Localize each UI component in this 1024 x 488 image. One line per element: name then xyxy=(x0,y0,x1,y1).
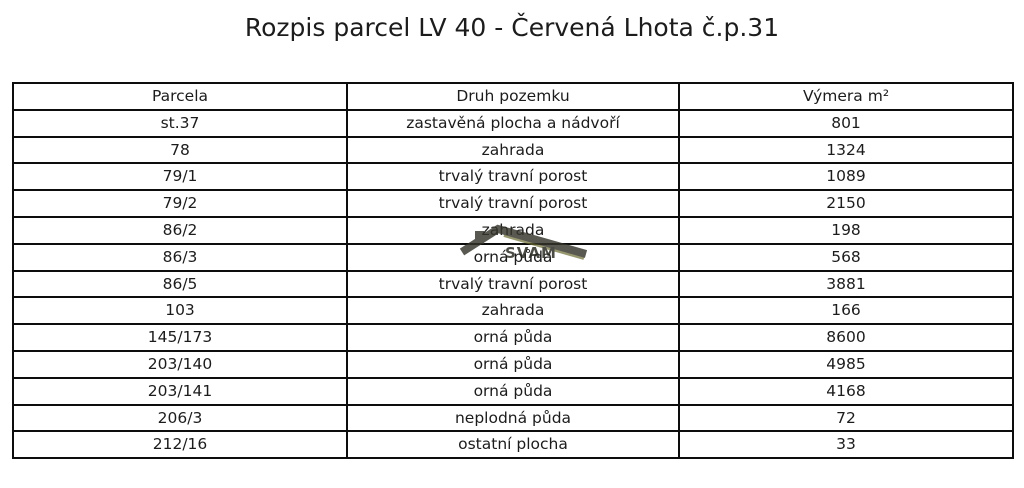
parcela-cell: 86/2 xyxy=(12,215,348,245)
druh-pozemku-cell: zastavěná plocha a nádvoří xyxy=(346,108,680,138)
vymera-cell: 568 xyxy=(678,242,1014,272)
parcel-table: Parcela Druh pozemku Výmera m² st.37 zast… xyxy=(12,82,1014,460)
druh-pozemku-cell: orná půda xyxy=(346,242,680,272)
parcela-cell: 86/5 xyxy=(12,269,348,299)
druh-pozemku-cell: neplodná půda xyxy=(346,403,680,433)
page-title: Rozpis parcel LV 40 - Červená Lhota č.p.… xyxy=(244,13,780,42)
vymera-cell: 166 xyxy=(678,296,1014,326)
vymera-cell: 1089 xyxy=(678,162,1014,192)
druh-pozemku-cell: zahrada xyxy=(346,296,680,326)
table-header-row: Parcela Druh pozemku Výmera m² xyxy=(12,82,1014,111)
table-row: 206/3 neplodná půda 72 xyxy=(12,403,1014,433)
vymera-cell: 2150 xyxy=(678,189,1014,218)
parcela-cell: 86/3 xyxy=(12,242,348,272)
table-row: 103 zahrada 166 xyxy=(12,296,1014,326)
table-row: 203/141 orná půda 4168 xyxy=(12,376,1014,406)
vymera-cell: 3881 xyxy=(678,269,1014,299)
vymera-cell: 198 xyxy=(678,215,1014,245)
table-row: 212/16 ostatní plocha 33 xyxy=(12,430,1014,460)
parcela-cell: 212/16 xyxy=(12,430,348,460)
parcela-cell: 203/140 xyxy=(12,349,348,379)
column-header-druh-pozemku: Druh pozemku xyxy=(346,82,680,111)
parcela-cell: 79/2 xyxy=(12,189,348,218)
parcela-cell: 103 xyxy=(12,296,348,326)
parcela-cell: st.37 xyxy=(12,108,348,138)
vymera-cell: 72 xyxy=(678,403,1014,433)
vymera-cell: 801 xyxy=(678,108,1014,138)
column-header-parcela: Parcela xyxy=(12,82,348,111)
table-row: st.37 zastavěná plocha a nádvoří 801 xyxy=(12,108,1014,138)
vymera-cell: 8600 xyxy=(678,323,1014,352)
table-row: 203/140 orná půda 4985 xyxy=(12,349,1014,379)
table-row: 86/5 trvalý travní porost 3881 xyxy=(12,269,1014,299)
parcela-cell: 79/1 xyxy=(12,162,348,192)
druh-pozemku-cell: orná půda xyxy=(346,323,680,352)
parcela-cell: 145/173 xyxy=(12,323,348,352)
table-row: 145/173 orná půda 8600 xyxy=(12,323,1014,352)
column-header-vymera: Výmera m² xyxy=(678,82,1014,111)
druh-pozemku-cell: trvalý travní porost xyxy=(346,269,680,299)
vymera-cell: 33 xyxy=(678,430,1014,460)
druh-pozemku-cell: trvalý travní porost xyxy=(346,189,680,218)
druh-pozemku-cell: trvalý travní porost xyxy=(346,162,680,192)
table-row: 86/2 zahrada 198 xyxy=(12,215,1014,245)
table-row: 78 zahrada 1324 xyxy=(12,135,1014,165)
druh-pozemku-cell: ostatní plocha xyxy=(346,430,680,460)
vymera-cell: 4985 xyxy=(678,349,1014,379)
druh-pozemku-cell: orná půda xyxy=(346,349,680,379)
vymera-cell: 4168 xyxy=(678,376,1014,406)
vymera-cell: 1324 xyxy=(678,135,1014,165)
druh-pozemku-cell: orná půda xyxy=(346,376,680,406)
parcela-cell: 203/141 xyxy=(12,376,348,406)
parcela-cell: 78 xyxy=(12,135,348,165)
parcela-cell: 206/3 xyxy=(12,403,348,433)
druh-pozemku-cell: zahrada xyxy=(346,135,680,165)
table-row: 86/3 orná půda 568 xyxy=(12,242,1014,272)
table-row: 79/2 trvalý travní porost 2150 xyxy=(12,189,1014,218)
druh-pozemku-cell: zahrada xyxy=(346,215,680,245)
table-row: 79/1 trvalý travní porost 1089 xyxy=(12,162,1014,192)
